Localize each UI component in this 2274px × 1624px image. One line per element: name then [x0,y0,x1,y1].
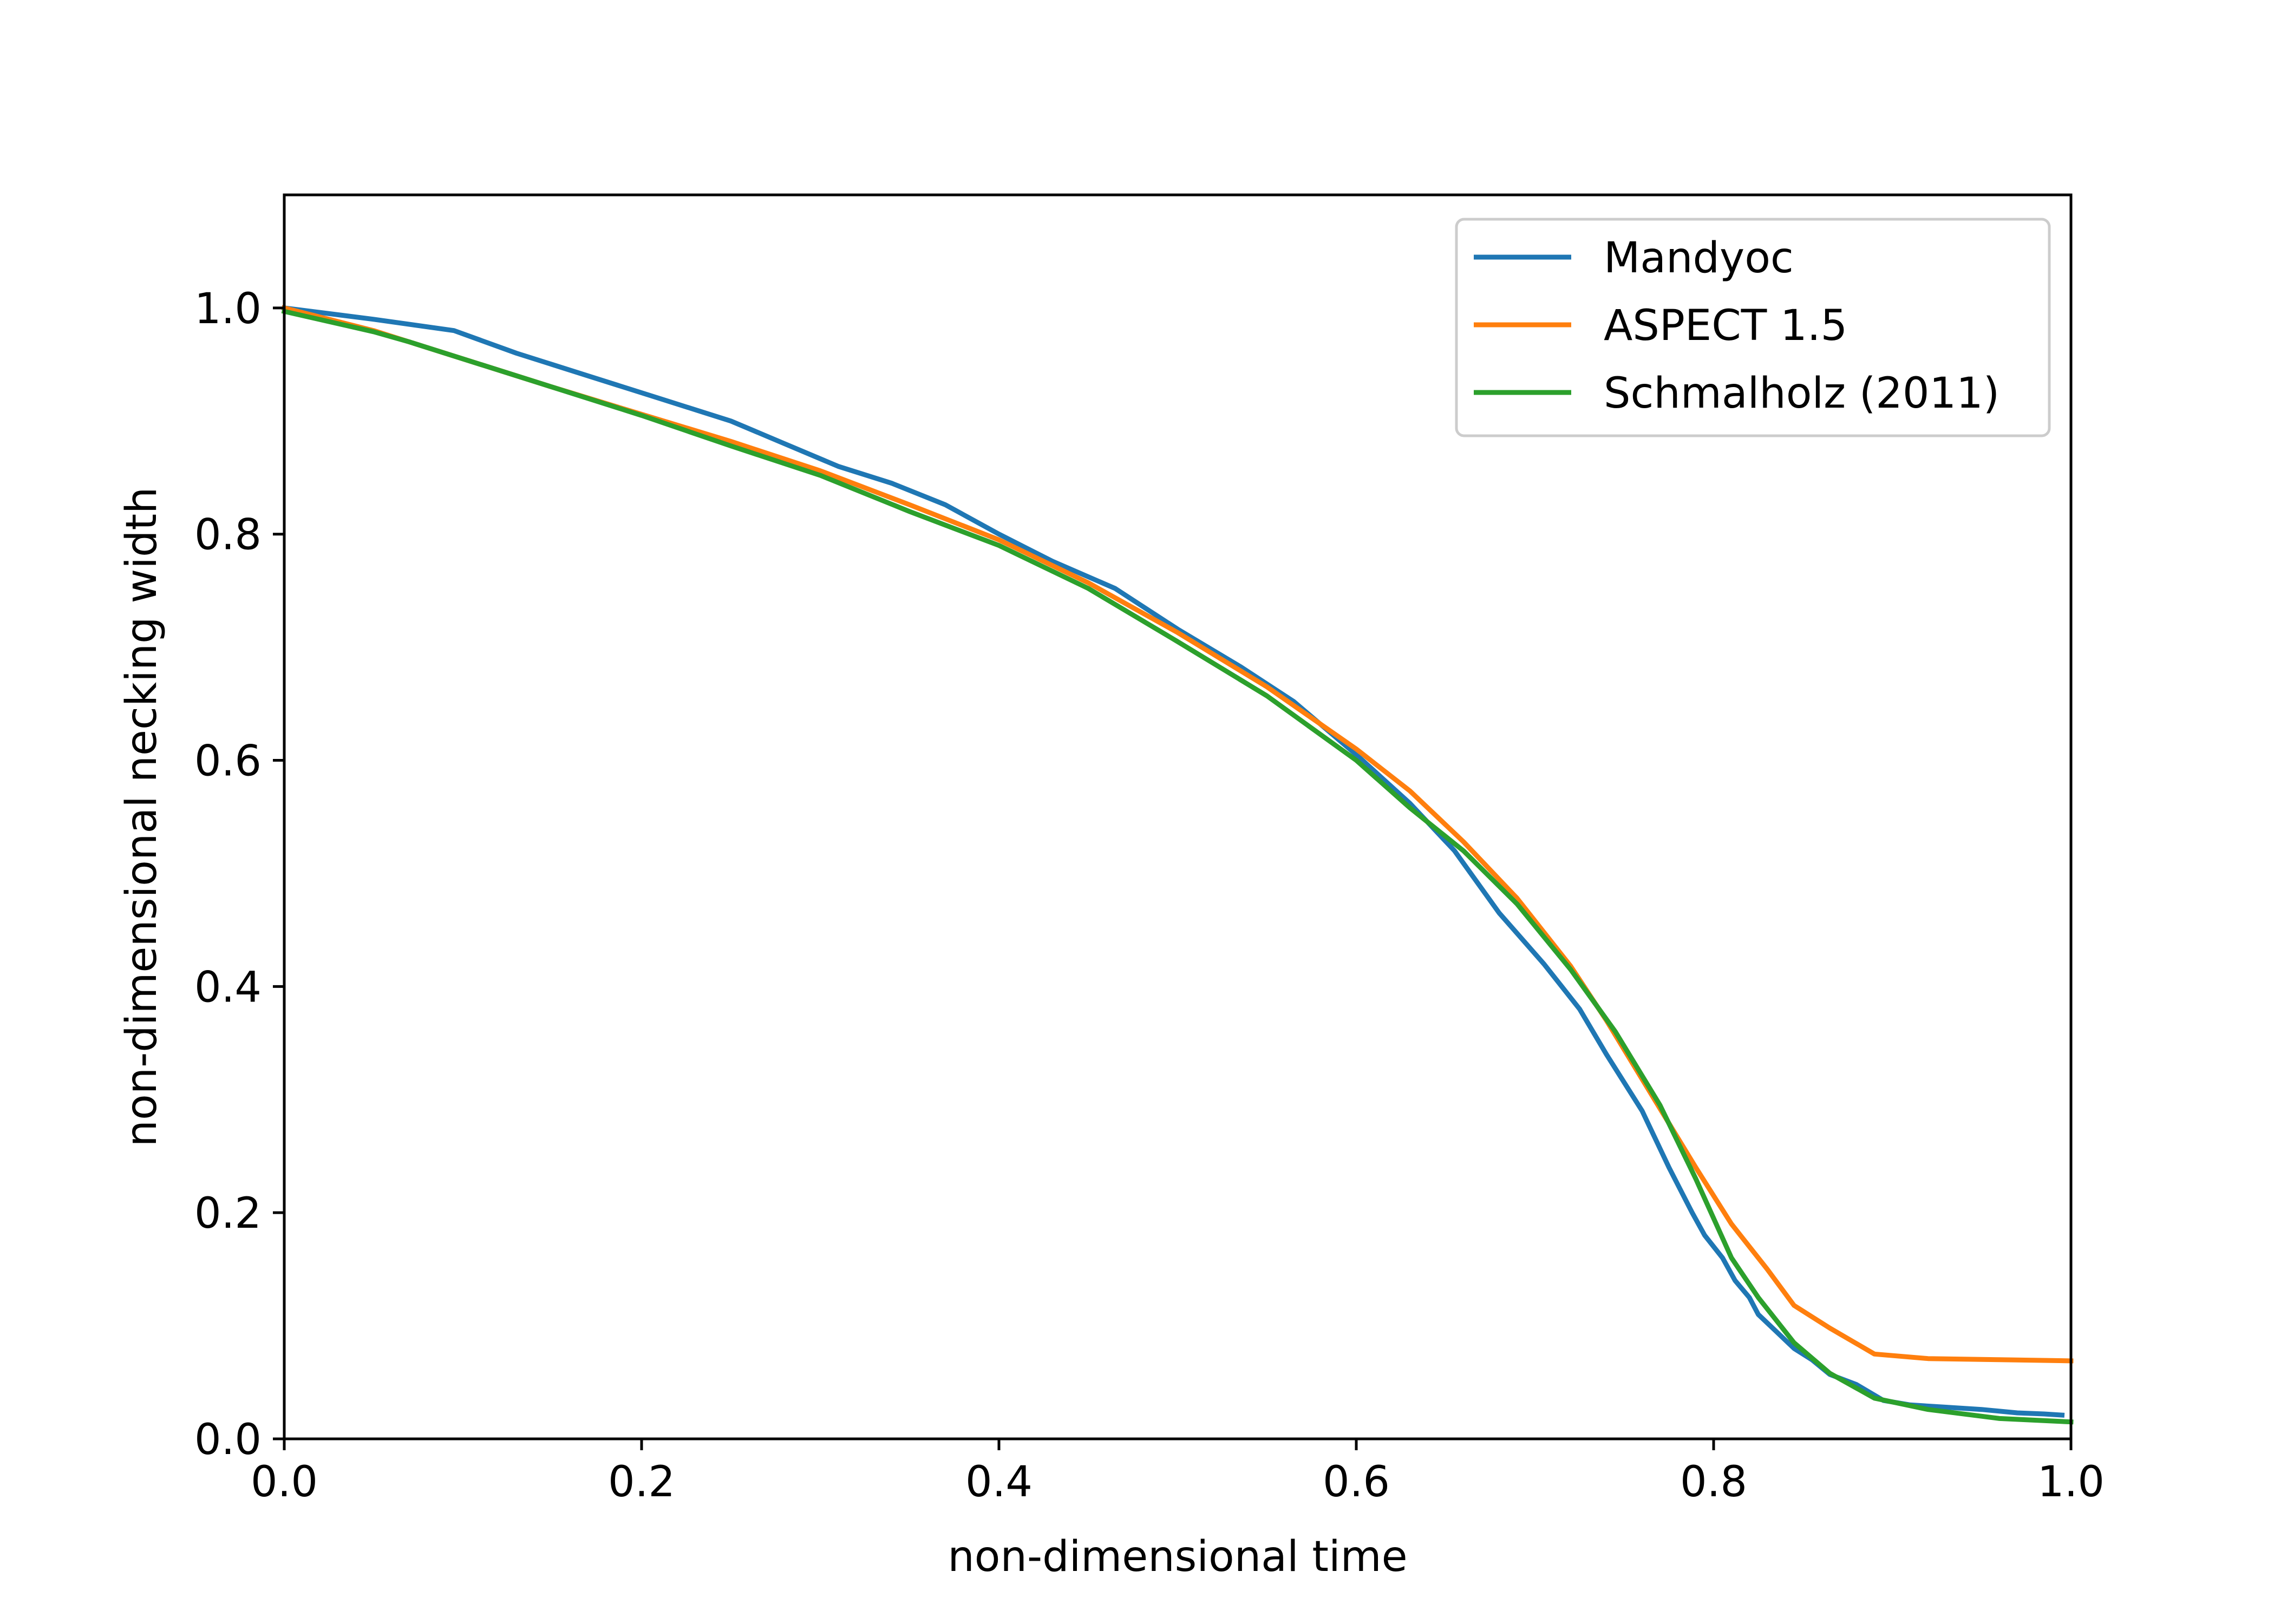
x-tick-label: 0.6 [1323,1458,1390,1507]
x-axis-label: non-dimensional time [948,1533,1407,1581]
x-tick-label: 0.4 [965,1458,1033,1507]
legend-frame [1455,218,2051,437]
legend: Mandyoc ASPECT 1.5 Schmalholz (2011) [1455,218,2051,437]
plot-area [281,305,2074,1425]
legend-label: Mandyoc [1604,234,1794,283]
series-line-schmalholz-2011 [281,308,2074,1425]
series-line-aspect-1-5 [281,305,2074,1364]
y-tick-label: 1.0 [194,285,262,333]
x-tick-label: 0.8 [1680,1458,1747,1507]
x-tick-label: 1.0 [2037,1458,2105,1507]
y-tick-label: 0.2 [194,1189,262,1238]
y-tick-label: 0.8 [194,511,262,560]
x-tick-label: 0.2 [608,1458,675,1507]
x-axis: 0.0 0.2 0.4 0.6 0.8 1.0 [251,1439,2105,1507]
y-axis: 0.0 0.2 0.4 0.6 0.8 1.0 [194,285,284,1464]
y-axis-label: non-dimensional necking width [117,487,166,1147]
series-line-mandyoc [281,305,2065,1418]
y-tick-label: 0.4 [194,963,262,1012]
legend-label: Schmalholz (2011) [1604,369,1999,418]
y-tick-label: 0.6 [194,737,262,786]
plot-frame [283,193,2073,1440]
x-tick-label: 0.0 [251,1458,318,1507]
y-tick-label: 0.0 [194,1416,262,1464]
legend-label: ASPECT 1.5 [1604,302,1847,350]
